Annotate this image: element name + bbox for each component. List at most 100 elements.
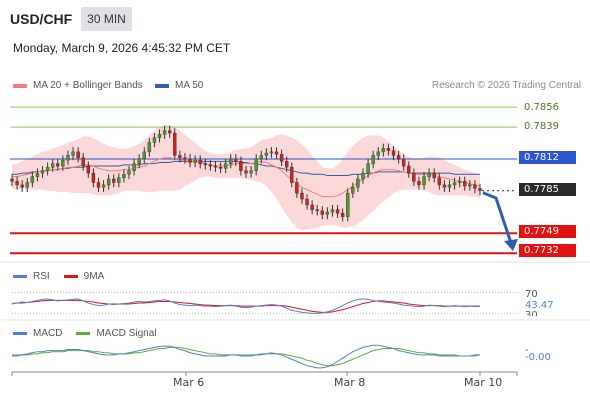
candle-body (295, 182, 299, 194)
candle-body (335, 209, 340, 214)
candle-body (468, 184, 472, 187)
candle-body (315, 209, 319, 212)
candle-body (112, 178, 116, 183)
candle-body (157, 133, 162, 138)
candle-body (473, 184, 477, 189)
candle-body (10, 178, 14, 182)
candle-body (173, 132, 177, 156)
macd-signal-line (12, 346, 481, 367)
candle-body (442, 184, 447, 188)
level-label-support-1: 0.7749 (519, 225, 576, 238)
candle-body (432, 172, 436, 179)
candle-body (178, 155, 182, 158)
candle-body (254, 158, 258, 171)
candle-body (376, 151, 380, 156)
candle-body (305, 198, 309, 206)
rsi-label: RSI (33, 271, 50, 282)
ma50-label: MA 50 (175, 80, 204, 91)
candle-body (137, 158, 141, 164)
candle-body (76, 151, 80, 158)
candle-body (132, 163, 136, 171)
candle-body (447, 184, 452, 188)
candle-body (346, 192, 350, 217)
candle-body (310, 204, 314, 210)
candle-body (229, 158, 233, 164)
interval-button[interactable]: 30 MIN (81, 7, 132, 31)
level-label-resistance-1: 0.7839 (524, 121, 559, 132)
candle-body (218, 167, 223, 169)
timestamp: Monday, March 9, 2026 4:45:32 PM CET (13, 41, 231, 55)
candle-body (30, 176, 35, 183)
level-label-pivot: 0.7812 (519, 151, 576, 164)
candle-body (259, 155, 263, 160)
credit-text: Research © 2026 Trading Central (431, 80, 581, 91)
candle-body (35, 172, 40, 177)
candle-body (407, 165, 411, 174)
ma20-label: MA 20 + Bollinger Bands (33, 80, 143, 91)
candle-body (167, 130, 172, 134)
x-tick-label: Mar 10 (464, 376, 503, 389)
forecast-arrow (482, 191, 513, 244)
rsi-layer (11, 292, 517, 314)
candle-body (274, 151, 279, 155)
rsi-swatch (13, 275, 27, 278)
rsi-ma-swatch (63, 275, 78, 278)
rsi-level-30: 30 (525, 310, 538, 316)
candle-body (351, 187, 355, 194)
candle-body (183, 157, 187, 160)
candle-body (86, 165, 91, 174)
rsi-line (11, 298, 481, 314)
candle-body (45, 167, 50, 171)
macd-value: -0.00 (525, 352, 551, 363)
symbol-title: USD/CHF (10, 11, 73, 27)
candle-body (71, 151, 75, 156)
candle-body (188, 158, 192, 163)
candle-body (452, 182, 457, 186)
macd-signal-swatch (76, 332, 91, 335)
candle-body (422, 176, 426, 186)
macd-label: MACD (33, 328, 63, 339)
level-label-resistance-2: 0.7856 (524, 102, 559, 113)
candle-body (142, 151, 146, 160)
candle-body (234, 158, 238, 162)
candle-body (340, 212, 345, 217)
candle-body (203, 163, 208, 166)
candle-body (20, 184, 24, 188)
candle-body (366, 163, 370, 174)
candle-body (61, 159, 65, 167)
axis-layer (0, 261, 590, 376)
candle-body (50, 163, 55, 168)
macd-layer (12, 344, 481, 369)
candle-body (396, 155, 401, 160)
candle-body (412, 172, 416, 182)
candle-body (249, 170, 253, 174)
rsi-ma-line (11, 299, 480, 313)
candle-body (162, 130, 167, 135)
candle-body (269, 151, 274, 154)
candle-body (91, 172, 96, 183)
candle-body (300, 192, 304, 200)
candle-body (478, 188, 482, 191)
ma20-swatch (13, 83, 27, 88)
candle-body (417, 181, 421, 186)
candle-body (264, 152, 269, 156)
candle-body (96, 182, 101, 188)
level-lines-layer (10, 106, 517, 255)
candle-body (320, 210, 325, 215)
macd-legend: MACD MACD Signal (13, 328, 156, 339)
candle-body (391, 150, 396, 156)
macd-zero-mark: - (525, 345, 529, 356)
candle-body (463, 181, 467, 187)
candle-body (117, 177, 121, 183)
candle-body (213, 165, 218, 168)
candle-body (81, 157, 85, 167)
candle-body (330, 209, 335, 213)
candle-body (325, 211, 330, 215)
candle-body (371, 155, 375, 164)
candle-body (457, 181, 462, 183)
candle-body (239, 161, 243, 171)
candle-body (106, 178, 111, 186)
candle-body (101, 184, 106, 188)
candle-body (279, 154, 284, 162)
